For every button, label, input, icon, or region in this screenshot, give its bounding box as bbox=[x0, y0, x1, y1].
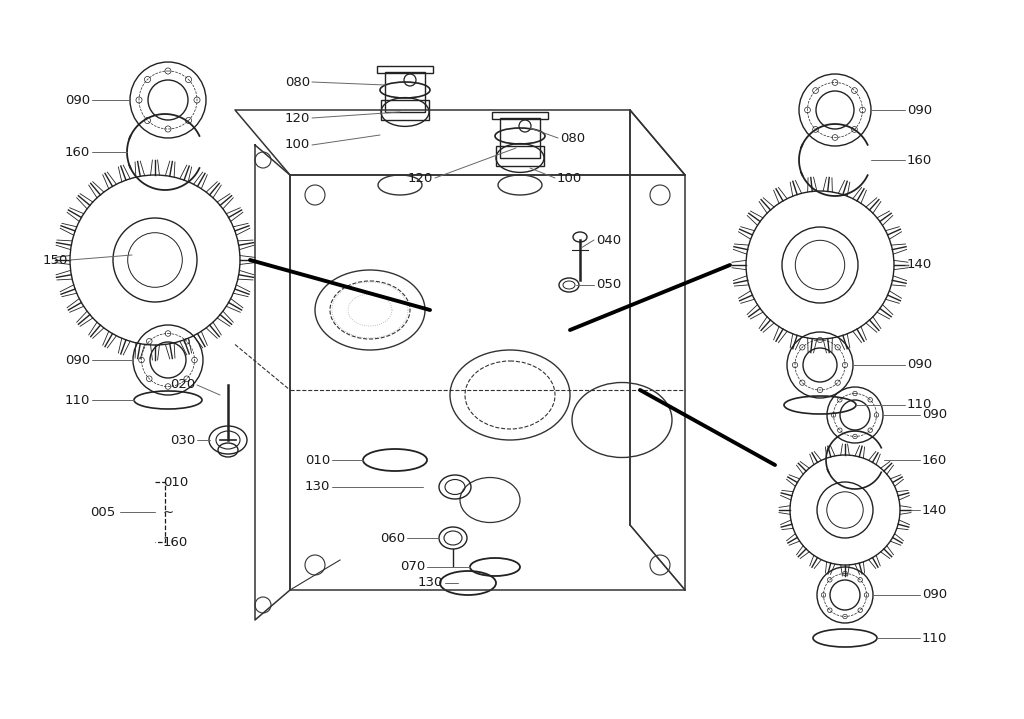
Text: 020: 020 bbox=[170, 378, 195, 392]
Text: 090: 090 bbox=[922, 408, 947, 421]
Text: 160: 160 bbox=[907, 153, 932, 167]
Text: 130: 130 bbox=[304, 480, 330, 493]
Text: 090: 090 bbox=[922, 588, 947, 602]
Text: 120: 120 bbox=[285, 111, 310, 124]
Text: 160: 160 bbox=[65, 145, 90, 158]
Text: 090: 090 bbox=[65, 354, 90, 367]
Bar bbox=[492, 112, 548, 119]
Text: 160: 160 bbox=[163, 536, 188, 549]
Text: 150: 150 bbox=[43, 254, 68, 267]
Text: 060: 060 bbox=[380, 531, 406, 544]
Text: 080: 080 bbox=[560, 132, 585, 145]
Text: 110: 110 bbox=[922, 631, 947, 644]
Text: 090: 090 bbox=[65, 93, 90, 106]
Text: 040: 040 bbox=[596, 234, 622, 247]
Bar bbox=[381, 100, 429, 120]
Text: 070: 070 bbox=[399, 561, 425, 574]
Text: 140: 140 bbox=[907, 259, 932, 272]
Text: 100: 100 bbox=[285, 139, 310, 152]
Text: 010: 010 bbox=[305, 454, 330, 467]
Text: 160: 160 bbox=[922, 454, 947, 467]
Text: 005: 005 bbox=[90, 505, 115, 518]
Text: 010: 010 bbox=[163, 475, 188, 488]
Bar bbox=[500, 118, 540, 158]
Text: 130: 130 bbox=[418, 577, 443, 590]
Text: 090: 090 bbox=[907, 359, 932, 372]
Text: 080: 080 bbox=[285, 75, 310, 88]
Text: 120: 120 bbox=[408, 172, 433, 185]
Text: 110: 110 bbox=[65, 393, 90, 406]
Bar bbox=[377, 66, 433, 73]
Text: 140: 140 bbox=[922, 503, 947, 516]
Text: 110: 110 bbox=[907, 398, 933, 411]
Text: 050: 050 bbox=[596, 278, 622, 291]
Text: 030: 030 bbox=[170, 434, 195, 446]
Bar bbox=[385, 72, 425, 112]
Text: ∼: ∼ bbox=[163, 505, 174, 518]
Text: 090: 090 bbox=[907, 104, 932, 116]
Bar bbox=[496, 146, 544, 166]
Text: 100: 100 bbox=[557, 172, 583, 185]
